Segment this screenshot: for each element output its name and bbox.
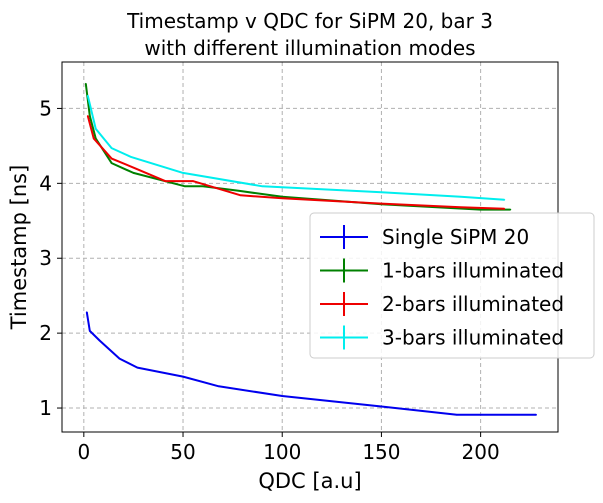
data-point bbox=[85, 82, 87, 85]
data-point bbox=[110, 162, 113, 164]
data-point bbox=[87, 94, 89, 97]
data-point bbox=[261, 185, 264, 188]
data-point bbox=[535, 414, 537, 416]
data-point bbox=[130, 156, 133, 158]
y-tick-label: 4 bbox=[39, 171, 52, 195]
data-point bbox=[503, 208, 506, 210]
data-point bbox=[503, 199, 506, 201]
data-point bbox=[281, 395, 284, 397]
data-point bbox=[89, 330, 91, 332]
legend-label: Single SiPM 20 bbox=[382, 225, 529, 249]
x-tick-label: 150 bbox=[362, 440, 400, 464]
data-point bbox=[132, 172, 135, 174]
data-point bbox=[92, 137, 95, 140]
legend-label: 2-bars illuminated bbox=[382, 292, 564, 316]
data-point bbox=[281, 196, 284, 198]
chart-subtitle: with different illumination modes bbox=[144, 36, 475, 60]
axis-ticks: 0 50 100 150 200 1 2 3 4 5 bbox=[39, 96, 499, 464]
legend-box bbox=[309, 212, 595, 359]
data-point bbox=[86, 311, 88, 314]
data-point bbox=[87, 115, 89, 117]
y-axis-label: Timestamp [ns] bbox=[7, 165, 31, 331]
data-point bbox=[460, 196, 462, 198]
legend-label: 3-bars illuminated bbox=[382, 326, 564, 350]
series-line-4 bbox=[86, 95, 505, 201]
data-point bbox=[380, 191, 383, 194]
x-axis-label: QDC [a.u] bbox=[258, 469, 361, 493]
data-point bbox=[456, 414, 458, 416]
x-tick-label: 200 bbox=[462, 440, 500, 464]
data-point bbox=[182, 172, 184, 174]
legend: Single SiPM 20 1-bars illuminated 2-bars i… bbox=[309, 212, 595, 359]
data-point bbox=[118, 357, 121, 360]
data-point bbox=[380, 405, 383, 408]
data-point bbox=[134, 167, 137, 170]
series-line-2 bbox=[84, 83, 511, 211]
data-point bbox=[192, 180, 194, 182]
data-point bbox=[164, 180, 166, 182]
data-point bbox=[110, 157, 113, 160]
y-tick-label: 1 bbox=[39, 396, 52, 420]
data-point bbox=[136, 366, 139, 369]
y-tick-label: 2 bbox=[39, 321, 52, 345]
chart-title: Timestamp v QDC for SiPM 20, bar 3 bbox=[126, 9, 493, 33]
data-point bbox=[217, 385, 220, 388]
legend-label: 1-bars illuminated bbox=[382, 259, 564, 283]
y-tick-label: 3 bbox=[39, 246, 52, 270]
data-point bbox=[237, 190, 240, 192]
data-point bbox=[509, 208, 512, 211]
data-point bbox=[182, 375, 184, 378]
data-point bbox=[89, 115, 91, 117]
data-point bbox=[281, 197, 284, 200]
data-point bbox=[94, 127, 97, 130]
series-layer bbox=[84, 82, 537, 416]
data-point bbox=[239, 194, 242, 197]
y-tick-label: 5 bbox=[39, 96, 52, 120]
data-point bbox=[184, 185, 186, 188]
x-tick-label: 100 bbox=[263, 440, 301, 464]
data-point bbox=[479, 208, 482, 211]
data-point bbox=[380, 202, 383, 205]
x-tick-label: 50 bbox=[170, 440, 195, 464]
data-point bbox=[460, 206, 462, 209]
data-point bbox=[110, 147, 113, 149]
data-point bbox=[202, 185, 204, 188]
data-point bbox=[98, 339, 101, 342]
x-tick-label: 0 bbox=[77, 440, 90, 464]
